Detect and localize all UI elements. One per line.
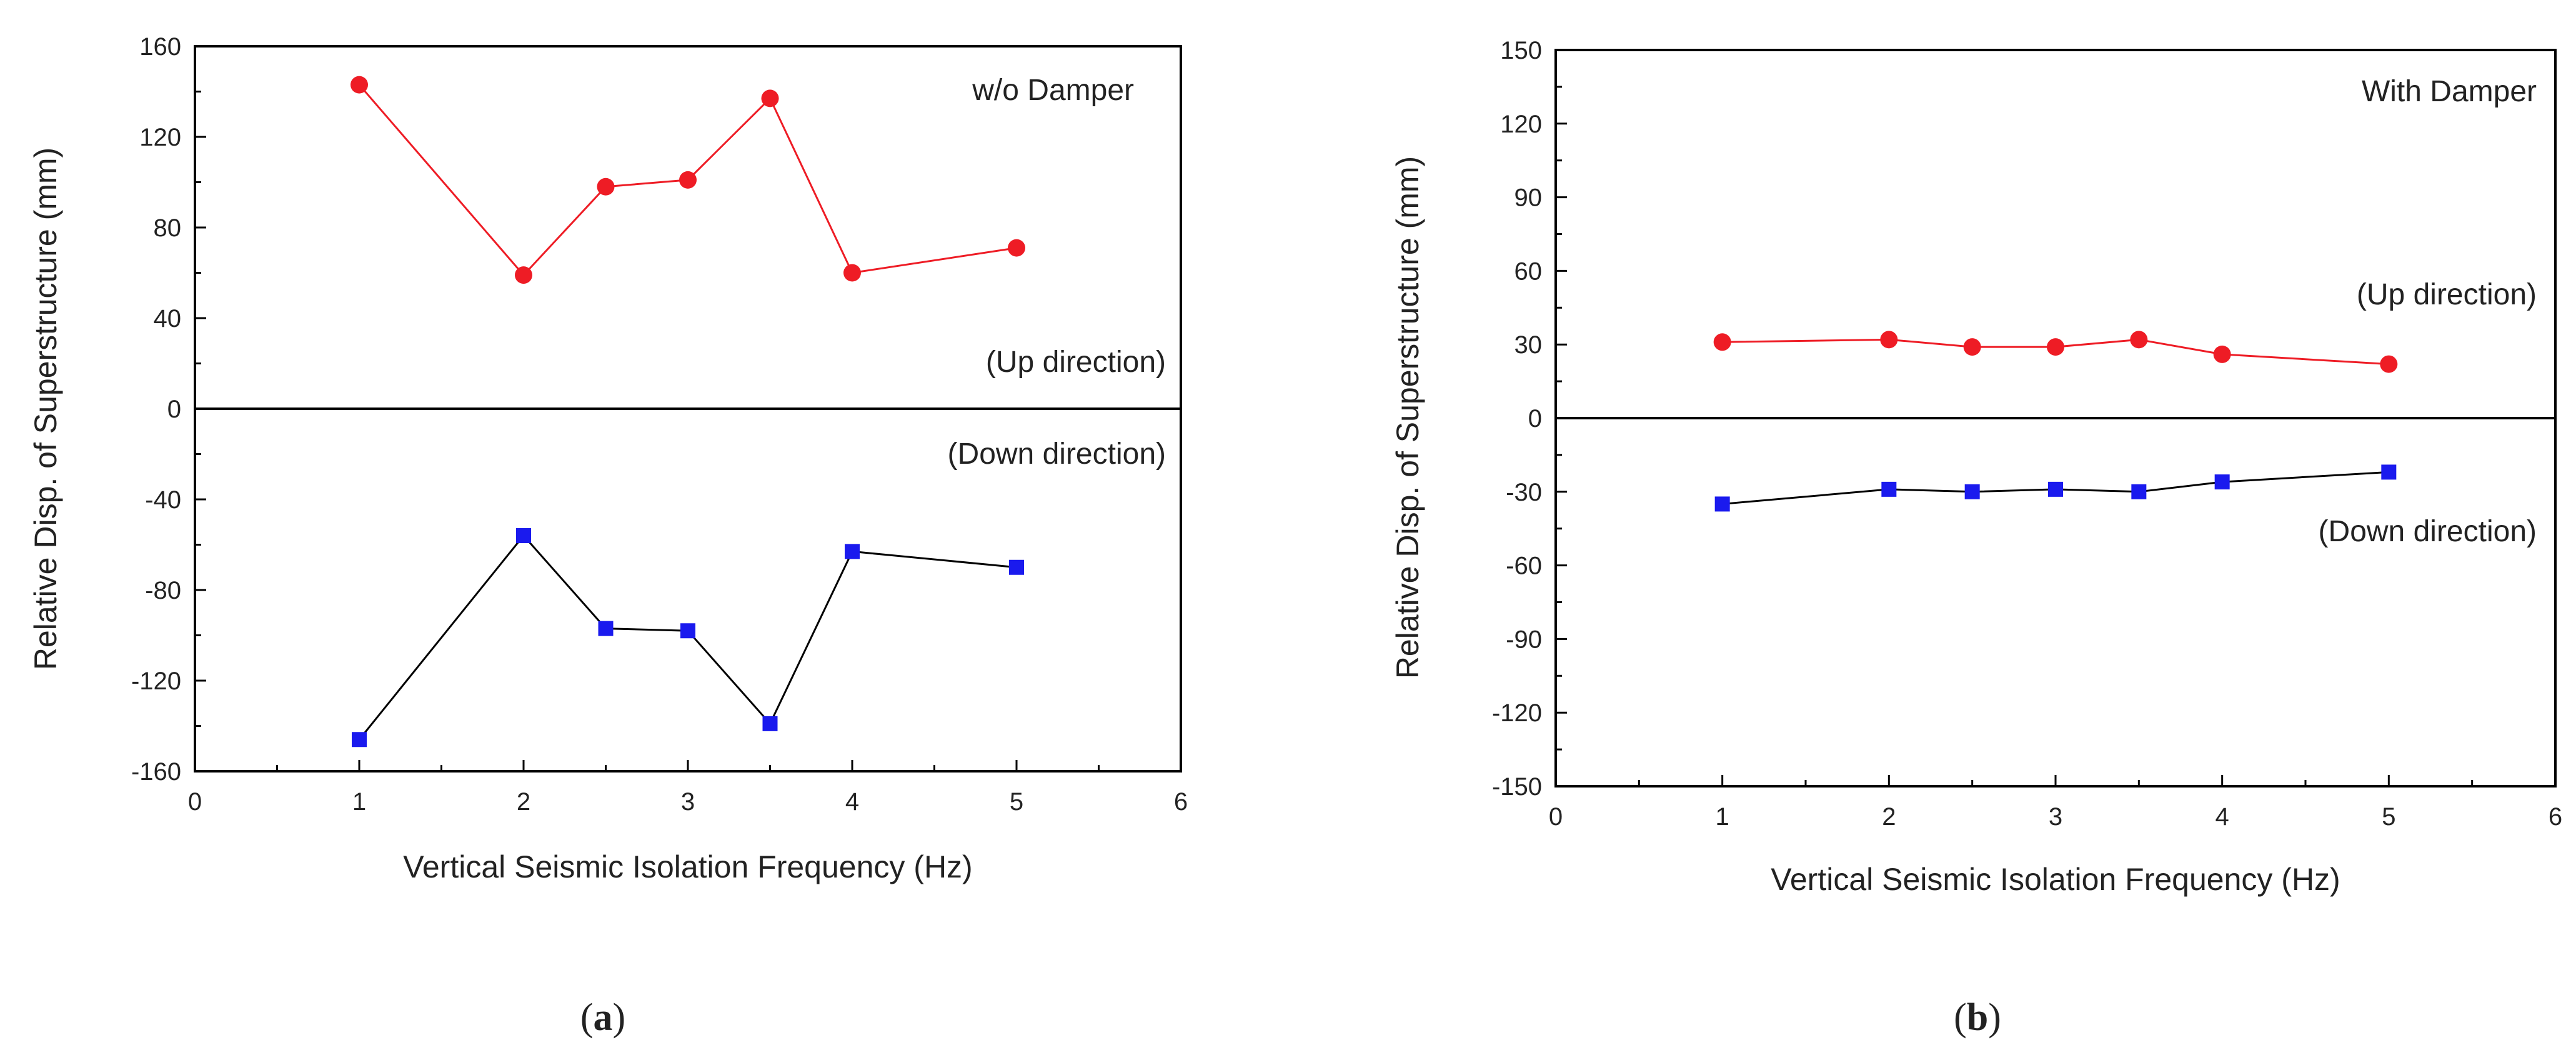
data-point-up [515,266,532,284]
data-point-down [680,623,695,639]
x-tick-label: 5 [1010,788,1023,816]
x-tick-label: 4 [845,788,859,816]
data-point-up [351,76,368,94]
data-point-down [1714,496,1730,512]
data-point-down [352,732,367,748]
data-point-up [2380,355,2398,373]
annotation-with-damper: With Damper [2362,75,2537,108]
y-tick-label: 160 [139,33,181,61]
panel-b: 0 1 2 3 4 5 6 -150 -120 -90 -60 -30 0 30 60 90 120 150 Wi… [1390,37,2562,1039]
x-tick-label: 0 [188,788,202,816]
x-tick-label: 3 [681,788,695,816]
y-axis-title-b: Relative Disp. of Superstructure (mm) [1390,156,1425,679]
y-tick-label: 150 [1500,37,1542,64]
up-direction-label-a: (Up direction) [986,346,1166,379]
data-point-up [1880,331,1898,349]
panel-caption-a: (a) [580,996,625,1039]
x-tick-label: 4 [2215,803,2229,831]
up-direction-label-b: (Up direction) [2357,278,2537,311]
x-tick-label: 0 [1549,803,1563,831]
y-tick-label: -60 [1506,552,1542,580]
y-tick-label: 90 [1514,184,1543,212]
x-tick-label: 1 [1716,803,1729,831]
y-tick-label: -120 [1492,699,1542,727]
y-axis-title-a: Relative Disp. of Superstructure (mm) [28,148,63,670]
data-point-up [2047,338,2064,356]
y-tick-label: -150 [1492,773,1542,801]
data-point-down [845,544,860,559]
x-axis-title-b: Vertical Seismic Isolation Frequency (Hz… [1771,862,2340,897]
x-tick-label: 6 [2549,803,2562,831]
y-tick-label: 120 [1500,111,1542,138]
y-tick-label: -80 [145,577,181,604]
data-point-down [2131,484,2147,499]
y-tick-label: 0 [1528,405,1542,432]
x-tick-label: 6 [1174,788,1188,816]
y-tick-label: 40 [154,305,182,332]
data-point-up [843,264,861,282]
data-point-up [1963,338,1981,356]
data-point-down [1009,559,1024,575]
annotation-wo-damper: w/o Damper [972,74,1134,107]
y-tick-label: -40 [145,486,181,514]
x-tick-label: 2 [1882,803,1896,831]
data-point-down [1881,481,1897,497]
panel-caption-b: (b) [1954,996,2001,1039]
down-direction-label-a: (Down direction) [948,438,1166,471]
data-point-up [2213,345,2231,363]
y-tick-label: 80 [154,214,182,242]
x-tick-label: 5 [2382,803,2395,831]
y-tick-label: -120 [131,668,181,695]
y-tick-label: 120 [139,124,181,151]
y-tick-label: 60 [1514,258,1543,285]
data-point-down [598,621,614,636]
data-point-up [679,171,697,189]
panel-a: 0 1 2 3 4 5 6 -160 -120 -80 -40 0 40 80 120 160 w/o Dam… [28,33,1188,1039]
data-point-down [1964,484,1980,499]
y-tick-label: 30 [1514,331,1543,359]
data-point-down [516,528,531,543]
y-tick-label: -90 [1506,626,1542,653]
y-tick-label: -160 [131,758,181,786]
data-point-down [2048,481,2063,497]
y-tick-label: 0 [167,396,181,423]
data-point-up [761,89,779,108]
data-point-up [597,178,615,196]
x-tick-label: 2 [517,788,530,816]
x-tick-label: 1 [352,788,366,816]
data-point-up [1008,239,1025,257]
down-direction-label-b: (Down direction) [2319,515,2537,548]
data-point-down [762,716,778,731]
data-point-down [2214,474,2230,490]
data-point-up [2130,331,2148,349]
x-tick-label: 3 [2049,803,2062,831]
y-tick-label: -30 [1506,479,1542,506]
x-axis-title-a: Vertical Seismic Isolation Frequency (Hz… [403,849,972,884]
data-point-up [1713,333,1731,351]
data-point-down [2381,464,2397,480]
